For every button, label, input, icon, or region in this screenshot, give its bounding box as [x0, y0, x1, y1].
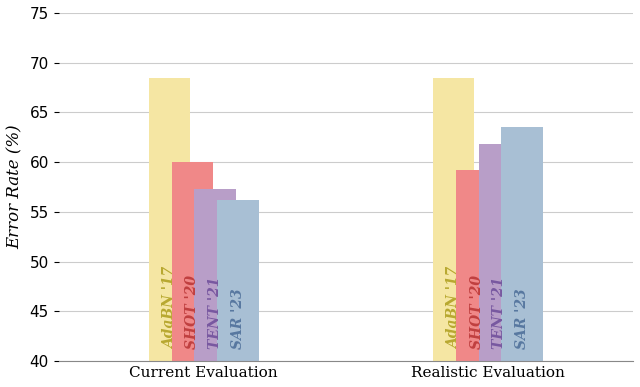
Text: SAR '23: SAR '23: [515, 289, 529, 349]
Text: TENT '21: TENT '21: [208, 277, 222, 349]
Text: SHOT '20: SHOT '20: [470, 275, 484, 349]
Bar: [195, 189, 236, 361]
Bar: [479, 144, 520, 361]
Text: AdaBN '17: AdaBN '17: [163, 267, 177, 349]
Y-axis label: Error Rate (%): Error Rate (%): [7, 125, 24, 249]
Bar: [433, 78, 474, 361]
Bar: [456, 170, 497, 361]
Bar: [172, 162, 213, 361]
Text: AdaBN '17: AdaBN '17: [447, 267, 461, 349]
Bar: [217, 200, 259, 361]
Text: TENT '21: TENT '21: [492, 277, 506, 349]
Bar: [149, 78, 190, 361]
Text: SAR '23: SAR '23: [231, 289, 245, 349]
Text: SHOT '20: SHOT '20: [186, 275, 200, 349]
Bar: [501, 127, 543, 361]
